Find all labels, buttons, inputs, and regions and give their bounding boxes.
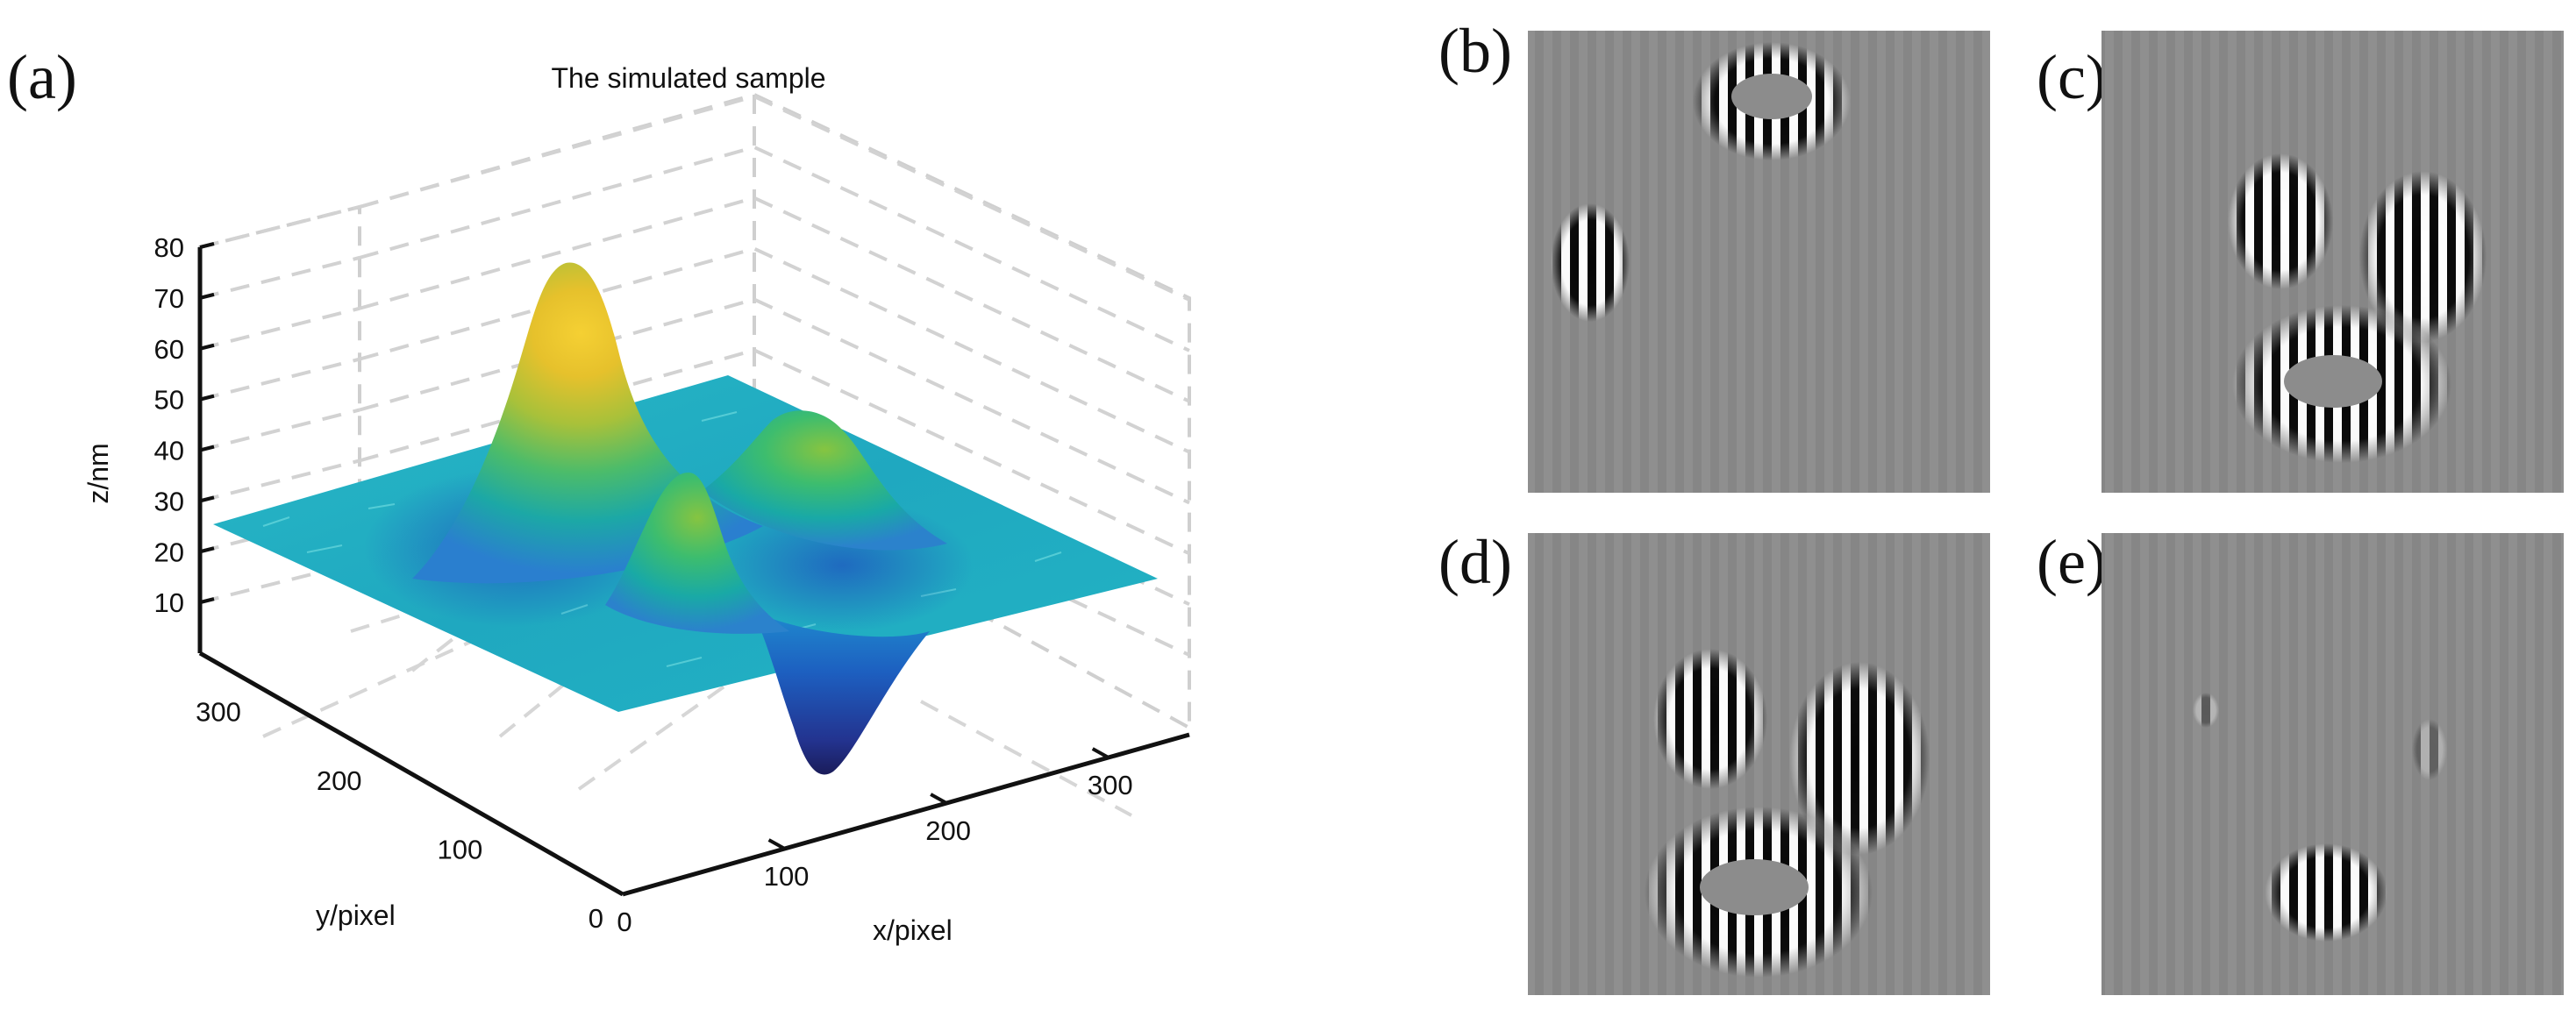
z-tick-mark-4 bbox=[199, 394, 215, 402]
z-tick-mark-7 bbox=[199, 242, 215, 249]
x-tick-mark-2 bbox=[930, 793, 948, 805]
fringe-blob-e-faint-right bbox=[2412, 719, 2447, 780]
panel-d-fringe-image: (d) bbox=[1438, 527, 1990, 995]
y-axis-label: y/pixel bbox=[316, 900, 396, 931]
x-axis-label: x/pixel bbox=[873, 914, 953, 946]
box-floor-back-right bbox=[753, 489, 1190, 729]
z-gridline-right-2 bbox=[359, 348, 1190, 556]
x-tick-mark-0 bbox=[606, 884, 624, 896]
panel-label-d: (d) bbox=[1438, 527, 1512, 597]
z-gridline-left-6 bbox=[199, 255, 360, 300]
panel-c-fringe-image: (c) bbox=[2037, 31, 2564, 493]
z-tick-mark-6 bbox=[199, 292, 215, 300]
x-tick-mark-3 bbox=[1091, 747, 1110, 759]
fringe-blob-c-left bbox=[2228, 153, 2333, 289]
z-gridline-right-7 bbox=[359, 94, 1190, 302]
z-tick-mark-0 bbox=[199, 597, 215, 605]
z-tick-label-1: 20 bbox=[154, 537, 184, 567]
surface-pit bbox=[741, 605, 930, 775]
z-gridline-left-4 bbox=[199, 357, 360, 402]
fringe-hole-d bbox=[1700, 859, 1809, 915]
z-gridline-right-3 bbox=[359, 297, 1190, 505]
y-axis-line bbox=[198, 651, 624, 897]
chart-title: The simulated sample bbox=[551, 62, 825, 94]
z-gridline-left-7 bbox=[199, 205, 360, 249]
z-gridline-right-5 bbox=[359, 196, 1190, 403]
floor-grid-y100 bbox=[262, 551, 667, 738]
x-tick-label-3: 300 bbox=[1088, 770, 1133, 800]
panel-label-b: (b) bbox=[1438, 16, 1512, 86]
y-tick-label-3: 300 bbox=[196, 696, 241, 727]
z-tick-label-7: 80 bbox=[154, 232, 184, 263]
z-axis-ticks: 10 20 30 40 50 60 70 80 bbox=[154, 232, 215, 618]
surface bbox=[213, 262, 1158, 775]
z-tick-label-5: 60 bbox=[154, 334, 184, 365]
x-tick-label-2: 200 bbox=[925, 815, 971, 846]
z-gridline-left-3 bbox=[199, 408, 360, 452]
x-axis-line bbox=[622, 732, 1190, 897]
y-axis-ticks: 0 100 200 300 bbox=[196, 679, 624, 934]
fringe-blob-b-left bbox=[1551, 203, 1630, 322]
y-tick-mark-3 bbox=[246, 679, 261, 690]
panel-b-fringe-image: (b) bbox=[1438, 16, 1990, 493]
fringe-hole-c bbox=[2284, 355, 2382, 408]
panel-a-surface-plot: (a) The simulated sample bbox=[7, 42, 1191, 946]
z-gridline-left-5 bbox=[199, 306, 360, 351]
fringe-blob-d-left bbox=[1653, 649, 1767, 789]
x-tick-label-0: 0 bbox=[617, 907, 632, 937]
z-gridline-right-4 bbox=[359, 246, 1190, 454]
y-tick-mark-1 bbox=[489, 816, 503, 828]
fringe-blob-e-faint-left bbox=[2193, 693, 2219, 728]
x-axis-ticks: 0 100 200 300 bbox=[606, 747, 1133, 937]
z-gridline-left-2 bbox=[199, 459, 360, 503]
z-axis-label: z/nm bbox=[82, 443, 114, 503]
fringe-blob-e-main bbox=[2265, 843, 2387, 942]
z-tick-mark-5 bbox=[199, 343, 215, 351]
y-tick-label-2: 200 bbox=[317, 765, 362, 796]
z-tick-label-2: 30 bbox=[154, 486, 184, 516]
panel-e-fringe-image: (e) bbox=[2037, 527, 2564, 995]
z-gridline-right-6 bbox=[359, 145, 1190, 352]
x-tick-mark-1 bbox=[767, 838, 786, 850]
z-tick-label-4: 50 bbox=[154, 385, 184, 416]
panel-label-c: (c) bbox=[2037, 42, 2107, 112]
z-tick-mark-1 bbox=[199, 546, 215, 554]
z-tick-mark-3 bbox=[199, 445, 215, 452]
x-tick-label-1: 100 bbox=[764, 861, 810, 892]
floor-grid-y300 bbox=[920, 700, 1132, 817]
z-tick-label-0: 10 bbox=[154, 587, 184, 618]
y-tick-mark-2 bbox=[367, 748, 382, 758]
fringe-hole-b-top bbox=[1731, 74, 1812, 119]
z-tick-label-3: 40 bbox=[154, 436, 184, 466]
panel-label-e: (e) bbox=[2037, 527, 2107, 597]
y-tick-label-0: 0 bbox=[589, 903, 603, 934]
z-tick-label-6: 70 bbox=[154, 283, 184, 314]
surface-peak-front bbox=[605, 473, 789, 634]
panel-label-a: (a) bbox=[7, 42, 77, 112]
z-tick-mark-2 bbox=[199, 495, 215, 503]
y-tick-label-1: 100 bbox=[438, 834, 483, 864]
surface-peak-back-right bbox=[702, 410, 947, 551]
